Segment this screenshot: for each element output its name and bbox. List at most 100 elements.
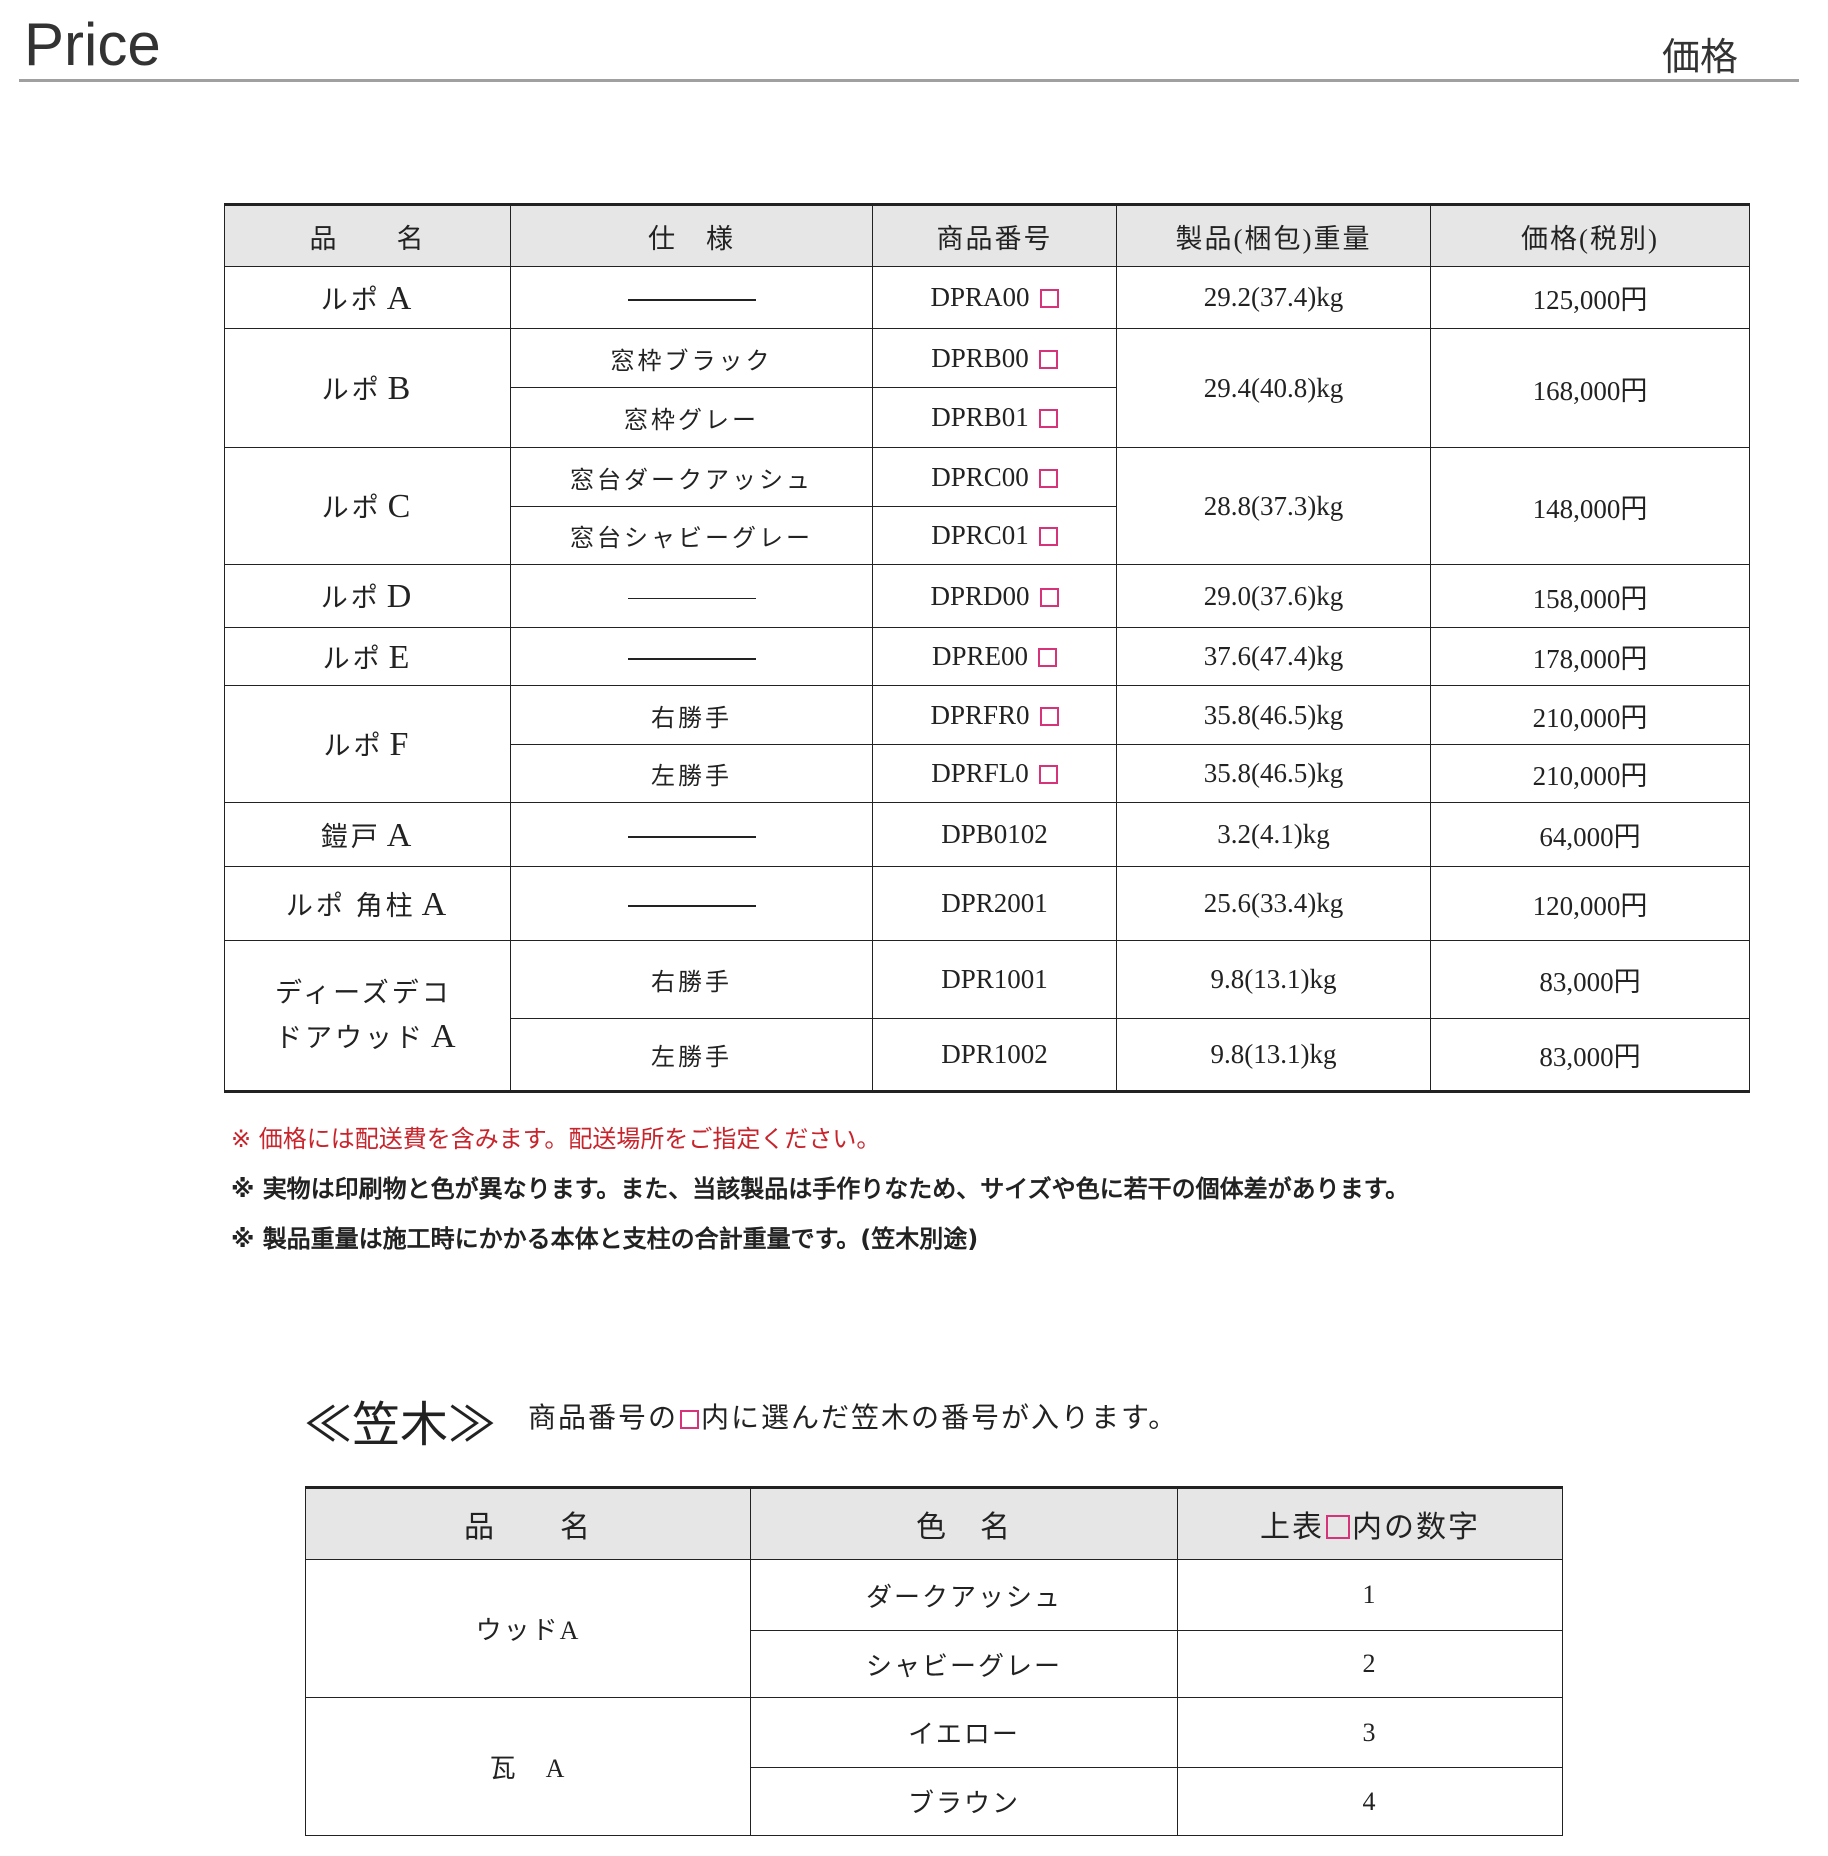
product-code: DPRFR0 [872,685,1117,745]
placeholder-box-icon [1038,468,1058,488]
color-number: 1 [1177,1559,1563,1631]
table-row: 左勝手 DPRFL0 35.8(46.5)kg 210,000円 [225,744,1750,803]
product-code: DPRC00 [872,447,1117,507]
product-code: DPRA00 [872,266,1117,329]
weight: 29.0(37.6)kg [1116,564,1431,628]
price: 210,000円 [1430,744,1750,803]
spec-dash [510,866,873,941]
table-row: 窓台シャビーグレー DPRC01 [225,506,1750,565]
product-code: DPRD00 [872,564,1117,628]
note-shipping: ※ 価格には配送費を含みます。配送場所をご指定ください。 [231,1125,881,1153]
col-header-number: 上表 内の数字 [1177,1487,1563,1560]
product-code: DPR2001 [872,866,1117,941]
weight: 29.2(37.4)kg [1116,266,1431,329]
placeholder-box-icon [1038,765,1058,784]
table-row: 左勝手 DPR1002 9.8(13.1)kg 83,000円 [225,1018,1750,1092]
weight: 37.6(47.4)kg [1116,627,1431,686]
product-name: ルポ E [224,627,511,686]
placeholder-box-icon [1039,587,1059,607]
table-row: 瓦 A イエロー 3 [305,1697,1563,1836]
table-row: ブラウン 4 [306,1767,1563,1836]
page-title-jp: 価格 [1662,35,1739,79]
product-code: DPR1002 [872,1018,1117,1092]
product-code: DPRB01 [872,387,1117,448]
price: 64,000円 [1430,802,1750,867]
price: 83,000円 [1430,940,1750,1019]
table-header-row: 品 名 色 名 上表 内の数字 [305,1487,1563,1560]
table-row: ディーズデコ ドアウッド A 右勝手 DPR1001 9.8(13.1)kg 83,… [224,940,1750,1092]
kasagi-table: 品 名 色 名 上表 内の数字 ウッドA ダークアッシュ 1 シャビーグレー 2 … [305,1486,1563,1836]
table-row: ルポ A DPRA00 29.2(37.4)kg 125,000円 [224,266,1750,329]
price: 210,000円 [1430,685,1750,745]
weight: 29.4(40.8)kg [1116,328,1431,448]
notes: ※ 価格には配送費を含みます。配送場所をご指定ください。 ※ 実物は印刷物と色が… [231,1122,1409,1272]
product-name: ルポ B [224,328,511,448]
product-code: DPRFL0 [872,744,1117,803]
placeholder-box-icon [680,1410,700,1429]
product-code: DPRE00 [872,627,1117,686]
weight: 35.8(46.5)kg [1116,685,1431,745]
spec: 右勝手 [510,685,873,745]
product-name: ディーズデコ ドアウッド A [224,940,511,1092]
table-row: ルポ E DPRE00 37.6(47.4)kg 178,000円 [224,627,1750,686]
product-name: ルポ F [224,685,511,803]
product-name: ルポ D [224,564,511,628]
table-header-row: 品 名 仕 様 商品番号 製品(梱包)重量 価格(税別) [224,204,1750,267]
spec-dash [510,627,873,686]
color-name: ダークアッシュ [750,1559,1178,1631]
spec-dash [510,564,873,628]
price: 83,000円 [1430,1018,1750,1092]
price-table: 品 名 仕 様 商品番号 製品(梱包)重量 価格(税別) ルポ A DPRA00 … [224,203,1750,1093]
page-title: Price [24,11,161,78]
product-name: ルポ 角柱 A [224,866,511,941]
color-number: 3 [1177,1697,1563,1768]
col-header-spec: 仕 様 [510,204,873,267]
col-header-name: 品 名 [224,204,511,267]
placeholder-box-icon [1038,648,1058,667]
kasagi-name: ウッドA [305,1559,751,1698]
col-header-name: 品 名 [305,1487,751,1560]
product-code: DPRB00 [872,328,1117,388]
weight: 35.8(46.5)kg [1116,744,1431,803]
header-divider [19,79,1799,82]
price: 120,000円 [1430,866,1750,941]
kasagi-note: 商品番号の 内に選んだ笠木の番号が入ります。 [528,1403,1179,1434]
table-row: ルポ B 窓枠ブラック DPRB00 29.4(40.8)kg 168,000円 [224,328,1750,448]
product-code: DPR1001 [872,940,1117,1019]
spec-dash [510,266,873,329]
color-name: ブラウン [750,1767,1178,1836]
color-number: 2 [1177,1630,1563,1698]
weight: 3.2(4.1)kg [1116,802,1431,867]
kasagi-name: 瓦 A [305,1697,751,1836]
placeholder-box-icon [1038,349,1058,369]
spec: 左勝手 [510,1018,873,1092]
placeholder-box-icon [1039,706,1059,726]
price: 158,000円 [1430,564,1750,628]
table-row: ルポ D DPRD00 29.0(37.6)kg 158,000円 [224,564,1750,628]
table-row: シャビーグレー 2 [306,1630,1563,1698]
placeholder-box-icon [1326,1515,1350,1539]
color-name: イエロー [750,1697,1178,1768]
color-name: シャビーグレー [750,1630,1178,1698]
spec: 窓枠ブラック [510,328,873,388]
table-row: 鎧戸 A DPB0102 3.2(4.1)kg 64,000円 [224,802,1750,867]
spec: 窓枠グレー [510,387,873,448]
spec: 右勝手 [510,940,873,1019]
weight: 28.8(37.3)kg [1116,447,1431,565]
placeholder-box-icon [1038,409,1058,428]
weight: 25.6(33.4)kg [1116,866,1431,941]
note-weight: ※ 製品重量は施工時にかかる本体と支柱の合計重量です。(笠木別途) [231,1225,979,1253]
table-row: 窓枠グレー DPRB01 [225,387,1750,448]
product-name: ルポ C [224,447,511,565]
col-header-price: 価格(税別) [1430,204,1750,267]
spec-dash [510,802,873,867]
product-name: 鎧戸 A [224,802,511,867]
color-number: 4 [1177,1767,1563,1836]
product-code: DPB0102 [872,802,1117,867]
col-header-weight: 製品(梱包)重量 [1116,204,1431,267]
note-appearance: ※ 実物は印刷物と色が異なります。また、当該製品は手作りなため、サイズや色に若干… [231,1175,1410,1203]
price: 125,000円 [1430,266,1750,329]
price: 178,000円 [1430,627,1750,686]
kasagi-title: ≪笠木≫ [304,1399,497,1452]
price: 148,000円 [1430,447,1750,565]
